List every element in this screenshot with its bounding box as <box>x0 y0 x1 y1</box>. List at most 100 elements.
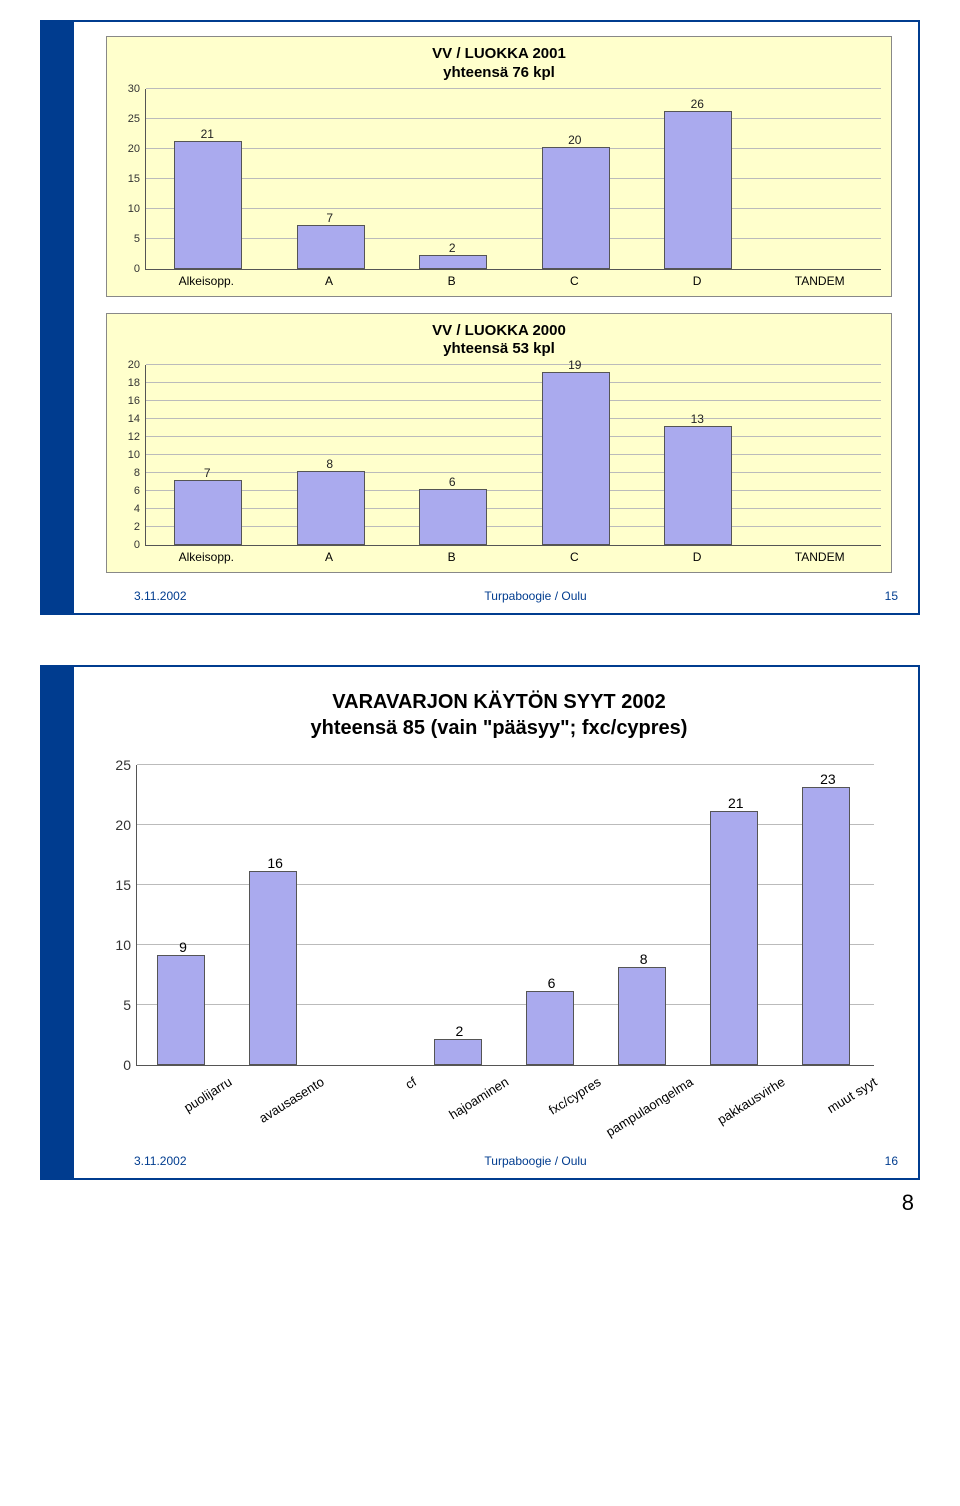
bar <box>664 426 732 545</box>
bar-column: 26 <box>636 89 759 269</box>
chart-plot-area: 051015202530 21722026 <box>145 89 881 270</box>
x-tick-label: puolijarru <box>181 1074 234 1115</box>
bar-value-label: 21 <box>146 127 269 141</box>
x-tick-label: C <box>513 546 636 564</box>
x-tick-label: TANDEM <box>758 270 881 288</box>
chart-title: VV / LUOKKA 2000 yhteensä 53 kpl <box>117 322 881 360</box>
footer-source: Turpaboogie / Oulu <box>484 1154 586 1168</box>
x-tick-label: muut syyt <box>825 1074 880 1116</box>
bar <box>802 787 850 1065</box>
slide-page-number: 15 <box>885 589 898 603</box>
chart-title-line1: VARAVARJON KÄYTÖN SYYT 2002 <box>332 691 665 713</box>
x-tick-label: B <box>390 546 513 564</box>
frame-accent-bar <box>40 20 74 615</box>
bar-column: 7 <box>269 89 392 269</box>
bar-value-label: 19 <box>514 358 637 372</box>
bar <box>542 147 610 269</box>
bar-value-label: 9 <box>137 939 229 955</box>
bar-column: 21 <box>690 765 782 1065</box>
y-tick-label: 30 <box>128 83 140 95</box>
chart-plot-area: 0510152025 9162682123 <box>136 765 874 1066</box>
bar <box>297 471 365 545</box>
x-axis-labels: Alkeisopp.ABCDTANDEM <box>145 546 881 564</box>
bar <box>710 811 758 1065</box>
x-tick-label: D <box>636 270 759 288</box>
bar-value-label: 6 <box>391 475 514 489</box>
y-tick-label: 6 <box>134 485 140 497</box>
bar-column <box>759 365 882 545</box>
bar-value-label: 2 <box>413 1023 505 1039</box>
y-tick-label: 10 <box>128 449 140 461</box>
x-axis-labels: puolijarruavausasentocfhajoaminenfxc/cyp… <box>136 1066 874 1126</box>
document-page-number: 8 <box>0 1190 914 1216</box>
x-tick-label: TANDEM <box>758 546 881 564</box>
x-tick-label: Alkeisopp. <box>145 546 268 564</box>
chart-vv-luokka-2001: VV / LUOKKA 2001 yhteensä 76 kpl 0510152… <box>106 36 892 297</box>
footer-source: Turpaboogie / Oulu <box>484 589 586 603</box>
bar-column: 13 <box>636 365 759 545</box>
bar <box>526 991 574 1065</box>
bar-column: 9 <box>137 765 229 1065</box>
footer-date: 3.11.2002 <box>134 589 187 603</box>
bar-value-label: 7 <box>269 211 392 225</box>
bar <box>174 141 242 269</box>
x-tick-label: hajoaminen <box>446 1074 511 1122</box>
y-tick-label: 0 <box>134 539 140 551</box>
y-tick-label: 10 <box>128 203 140 215</box>
bar-value-label: 13 <box>636 412 759 426</box>
bar-value-label: 16 <box>229 855 321 871</box>
y-tick-label: 0 <box>134 263 140 275</box>
y-tick-label: 25 <box>128 113 140 125</box>
bar <box>618 967 666 1065</box>
bar-value-label: 7 <box>146 466 269 480</box>
bar-value-label: 23 <box>782 771 874 787</box>
y-tick-label: 20 <box>115 817 131 833</box>
bar-column: 16 <box>229 765 321 1065</box>
bar <box>419 255 487 269</box>
bar-value-label: 2 <box>391 241 514 255</box>
x-tick-label: Alkeisopp. <box>145 270 268 288</box>
bar-column: 7 <box>146 365 269 545</box>
bar-value-label: 26 <box>636 97 759 111</box>
frame-accent-bar <box>40 665 74 1180</box>
x-tick-label: fxc/cypres <box>546 1074 604 1118</box>
y-tick-label: 4 <box>134 503 140 515</box>
x-tick-label: A <box>268 270 391 288</box>
chart-title-line2: yhteensä 53 kpl <box>443 340 555 357</box>
chart-title-line2: yhteensä 85 (vain "pääsyy"; fxc/cypres) <box>311 717 688 739</box>
bar <box>542 372 610 545</box>
footer-date: 3.11.2002 <box>134 1154 187 1168</box>
x-tick-label: D <box>636 546 759 564</box>
bar-value-label: 20 <box>514 133 637 147</box>
chart-title-line1: VV / LUOKKA 2000 <box>432 322 566 339</box>
bar <box>157 955 205 1065</box>
bar-value-label: 21 <box>690 795 782 811</box>
x-tick-label: pampulaongelma <box>603 1074 696 1140</box>
chart-title-line1: VV / LUOKKA 2001 <box>432 45 566 62</box>
chart-title: VV / LUOKKA 2001 yhteensä 76 kpl <box>117 45 881 83</box>
bar-value-label: 8 <box>269 457 392 471</box>
y-tick-label: 20 <box>128 359 140 371</box>
y-tick-label: 15 <box>115 877 131 893</box>
y-tick-label: 5 <box>123 997 131 1013</box>
y-tick-label: 12 <box>128 431 140 443</box>
slide-frame-1: VV / LUOKKA 2001 yhteensä 76 kpl 0510152… <box>40 20 920 615</box>
y-tick-label: 0 <box>123 1057 131 1073</box>
slide-page-number: 16 <box>885 1154 898 1168</box>
x-tick-label: C <box>513 270 636 288</box>
bar <box>174 480 242 545</box>
chart-title-line2: yhteensä 76 kpl <box>443 64 555 81</box>
slide-frame-2: VARAVARJON KÄYTÖN SYYT 2002 yhteensä 85 … <box>40 665 920 1180</box>
y-tick-label: 8 <box>134 467 140 479</box>
bar-value-label: 8 <box>598 951 690 967</box>
bar-value-label: 6 <box>506 975 598 991</box>
chart-title: VARAVARJON KÄYTÖN SYYT 2002 yhteensä 85 … <box>94 689 904 741</box>
bar-column: 2 <box>413 765 505 1065</box>
chart-plot-area: 02468101214161820 7861913 <box>145 365 881 546</box>
x-tick-label: B <box>390 270 513 288</box>
y-tick-label: 2 <box>134 521 140 533</box>
bar <box>419 489 487 545</box>
bar-column: 6 <box>391 365 514 545</box>
bar <box>249 871 297 1065</box>
bar-column: 8 <box>598 765 690 1065</box>
